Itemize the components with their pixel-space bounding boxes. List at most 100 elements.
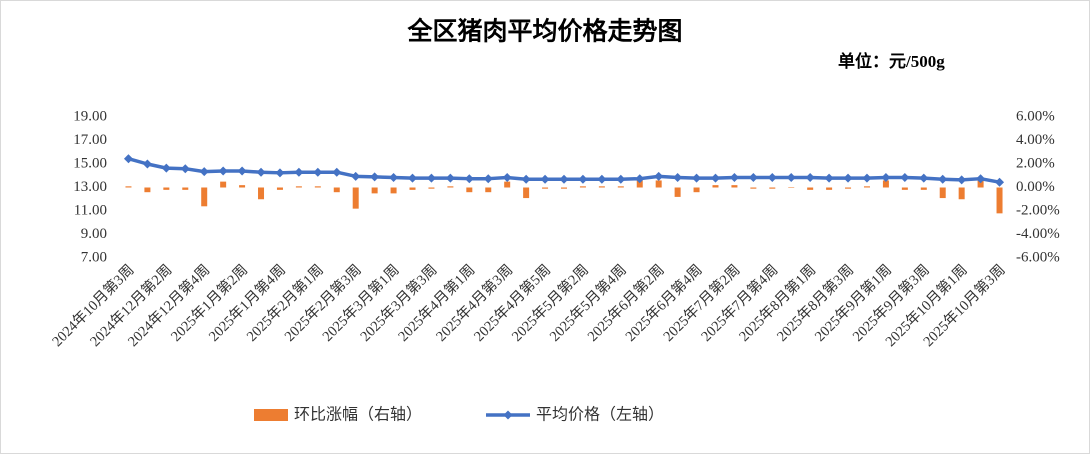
line-marker — [370, 172, 380, 182]
line-marker — [237, 166, 247, 176]
bar — [693, 187, 700, 193]
bar — [201, 187, 208, 207]
line-marker — [199, 167, 209, 177]
bar — [636, 180, 643, 188]
line-marker — [748, 173, 758, 183]
line-marker — [786, 173, 796, 183]
line-marker — [180, 164, 190, 174]
line-marker — [445, 173, 455, 183]
line-marker — [578, 174, 588, 184]
bar — [579, 186, 586, 188]
bar — [655, 180, 662, 188]
y-tick-label: 17.00 — [73, 132, 107, 148]
line-marker — [123, 154, 133, 164]
line-marker — [881, 173, 891, 183]
bar — [731, 185, 738, 188]
bar — [523, 187, 530, 199]
bar — [485, 187, 492, 193]
y2-tick-label: -6.00% — [1016, 249, 1060, 265]
bar — [276, 187, 283, 190]
y2-tick-label: 4.00% — [1016, 132, 1055, 148]
line-marker — [294, 167, 304, 177]
bar — [352, 187, 359, 209]
line-marker — [976, 174, 986, 184]
line-marker — [900, 173, 910, 183]
bar — [712, 185, 719, 188]
bar — [674, 187, 681, 197]
bar — [996, 187, 1003, 214]
line-marker — [161, 163, 171, 173]
line-marker — [862, 173, 872, 183]
y-tick-label: 15.00 — [73, 155, 107, 171]
bar — [788, 187, 795, 188]
bar — [371, 187, 378, 194]
line-marker — [729, 173, 739, 183]
bar — [258, 187, 265, 200]
y2-tick-label: -4.00% — [1016, 226, 1060, 242]
line-marker — [389, 173, 399, 183]
line-marker — [332, 167, 342, 177]
line-marker — [957, 175, 967, 185]
line-marker — [351, 171, 361, 181]
y2-tick-label: -2.00% — [1016, 202, 1060, 218]
bar — [466, 187, 473, 193]
line-marker — [275, 168, 285, 178]
line-marker — [767, 173, 777, 183]
y2-tick-label: 2.00% — [1016, 155, 1055, 171]
bar — [125, 186, 132, 188]
line-marker — [995, 177, 1005, 187]
y2-tick-label: 0.00% — [1016, 179, 1055, 195]
bar — [826, 187, 833, 190]
bar — [390, 187, 397, 194]
bar — [977, 180, 984, 188]
line-marker — [805, 173, 815, 183]
unit-label: 单位：元/500g — [838, 51, 945, 71]
line-marker — [502, 173, 512, 183]
line-marker — [673, 173, 683, 183]
bar — [769, 187, 776, 189]
bar — [220, 181, 227, 188]
line-marker — [142, 159, 152, 169]
y-tick-label: 13.00 — [73, 179, 107, 195]
line-marker — [654, 171, 664, 181]
bar — [617, 186, 624, 188]
line-marker — [540, 174, 550, 184]
bar — [447, 186, 454, 188]
y-tick-label: 19.00 — [73, 108, 107, 124]
line-marker — [256, 167, 266, 177]
bar — [295, 186, 302, 188]
line-marker — [464, 174, 474, 184]
bar — [561, 187, 567, 189]
line-marker — [408, 173, 418, 183]
bar — [750, 187, 757, 189]
y2-tick-label: 6.00% — [1016, 108, 1055, 124]
bar — [409, 187, 416, 190]
y-tick-label: 7.00 — [81, 249, 107, 265]
bar — [920, 187, 927, 190]
line-marker — [843, 173, 853, 183]
bar — [182, 187, 189, 190]
bar — [845, 187, 852, 189]
legend-swatch — [254, 409, 288, 421]
line-marker — [938, 174, 948, 184]
bar — [504, 181, 511, 188]
line-marker — [218, 166, 228, 176]
bar — [598, 186, 605, 188]
bar — [542, 187, 549, 189]
line-marker — [824, 173, 834, 183]
bar — [901, 187, 908, 190]
bar — [863, 186, 870, 188]
legend-label: 平均价格（左轴） — [536, 406, 664, 424]
y-tick-label: 9.00 — [81, 226, 107, 242]
bar — [428, 187, 435, 189]
bar — [939, 187, 946, 199]
line-marker — [426, 173, 436, 183]
line-marker — [635, 174, 645, 184]
bar — [958, 187, 965, 200]
bar — [314, 186, 321, 188]
bar — [163, 187, 170, 190]
bar — [144, 187, 151, 193]
line-marker — [483, 174, 493, 184]
line-marker — [597, 174, 607, 184]
